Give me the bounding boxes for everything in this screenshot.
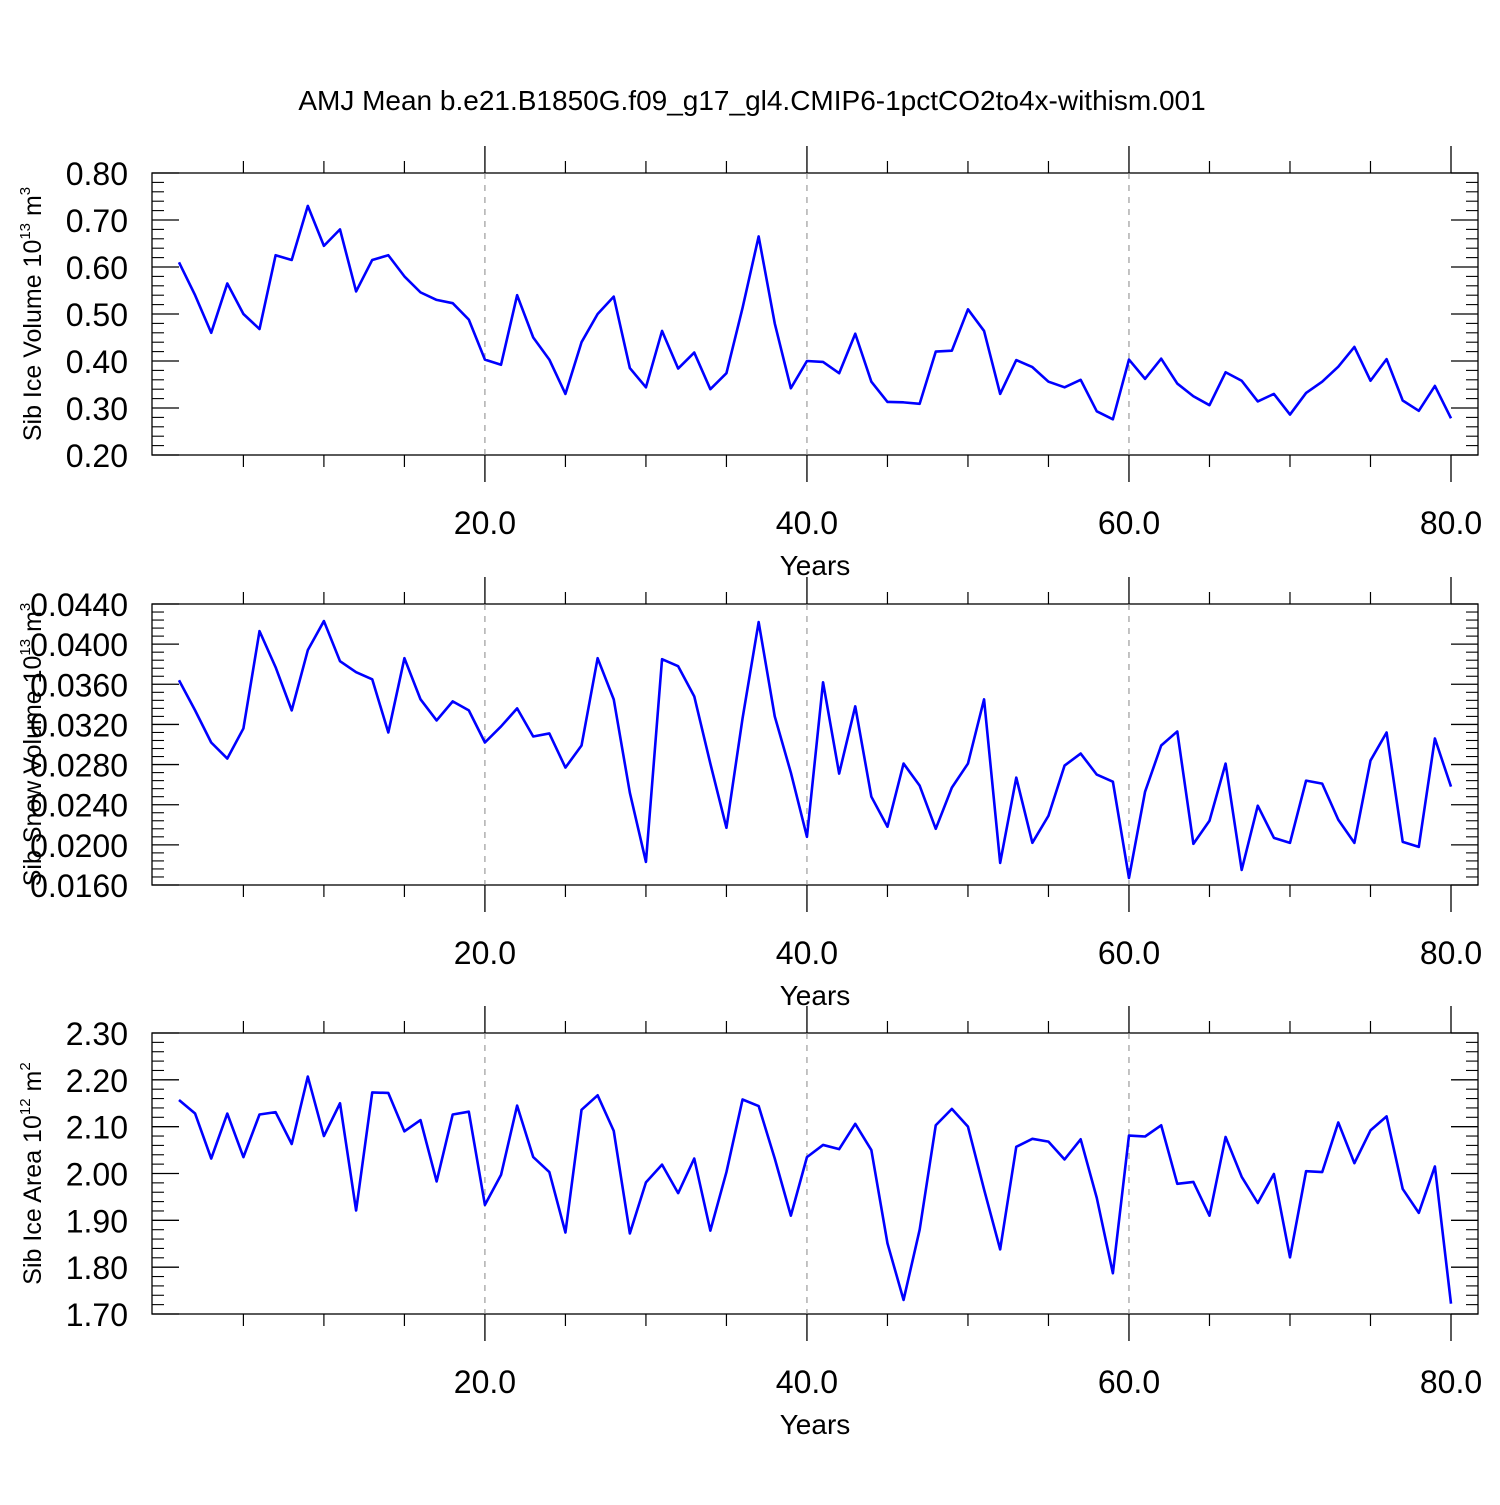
y-tick-label: 0.0240 bbox=[30, 788, 128, 824]
x-axis-label: Years bbox=[780, 1409, 851, 1440]
y-tick-label: 0.80 bbox=[66, 156, 128, 192]
y-tick-label: 0.0280 bbox=[30, 748, 128, 784]
y-axis-label-text: Sib Ice Area 10 bbox=[19, 1115, 47, 1285]
y-axis-label-unit-exp: 3 bbox=[17, 187, 34, 195]
y-tick-label: 0.70 bbox=[66, 203, 128, 239]
x-tick-label: 40.0 bbox=[776, 935, 838, 971]
panel-1: 20.0 40.0 60.0 80.0 Years 0.20 0.30 0.40 0.50 0.6… bbox=[17, 146, 1482, 581]
x-tick-label: 60.0 bbox=[1098, 505, 1160, 541]
y-axis-label: Sib Ice Volume 1013 m3 bbox=[17, 187, 47, 441]
y-tick-label: 2.30 bbox=[66, 1016, 128, 1052]
y-tick-label: 2.10 bbox=[66, 1110, 128, 1146]
y-axis-label-unit: m bbox=[19, 195, 47, 223]
y-tick-label: 1.90 bbox=[66, 1203, 128, 1239]
plot-frame bbox=[151, 172, 1479, 456]
y-tick-label: 0.0160 bbox=[30, 868, 128, 904]
y-tick-label: 1.70 bbox=[66, 1297, 128, 1333]
y-axis-label-text: Sib Ice Volume 10 bbox=[19, 240, 47, 442]
x-tick-label: 80.0 bbox=[1420, 505, 1482, 541]
plot-frame bbox=[151, 603, 1479, 886]
chart-title: AMJ Mean b.e21.B1850G.f09_g17_gl4.CMIP6-… bbox=[298, 85, 1205, 116]
y-tick-label: 0.30 bbox=[66, 391, 128, 427]
x-tick-label: 40.0 bbox=[776, 505, 838, 541]
series-line bbox=[177, 619, 1453, 880]
y-axis-label-unit-exp: 2 bbox=[17, 1062, 34, 1070]
y-tick-label: 0.60 bbox=[66, 250, 128, 286]
y-tick-label: 0.0440 bbox=[30, 587, 128, 623]
y-tick-label: 0.0320 bbox=[30, 707, 128, 743]
panel-2: 20.0 40.0 60.0 80.0 Years 0.0160 0.0200 0.0240 0… bbox=[17, 577, 1482, 1011]
x-axis-label: Years bbox=[780, 980, 851, 1011]
x-tick-label: 60.0 bbox=[1098, 935, 1160, 971]
y-axis-label-exp: 13 bbox=[17, 223, 34, 240]
y-axis-label-unit: m bbox=[19, 611, 47, 639]
y-tick-label: 0.50 bbox=[66, 297, 128, 333]
y-tick-label: 0.40 bbox=[66, 344, 128, 380]
y-tick-label: 0.0400 bbox=[30, 627, 128, 663]
panel-3: 20.0 40.0 60.0 80.0 Years 1.70 1.80 1.90 2.00 2.1… bbox=[17, 1006, 1482, 1440]
y-tick-label: 2.20 bbox=[66, 1063, 128, 1099]
y-axis-label: Sib Snow Volume 1013 m3 bbox=[17, 603, 47, 887]
x-tick-label: 60.0 bbox=[1098, 1364, 1160, 1400]
x-tick-label: 40.0 bbox=[776, 1364, 838, 1400]
y-tick-label: 0.0360 bbox=[30, 667, 128, 703]
y-tick-label: 2.00 bbox=[66, 1157, 128, 1193]
y-axis-label-unit-exp: 3 bbox=[17, 603, 34, 611]
x-tick-label: 80.0 bbox=[1420, 1364, 1482, 1400]
y-axis-label-unit: m bbox=[19, 1071, 47, 1099]
x-axis-label: Years bbox=[780, 550, 851, 581]
y-tick-label: 1.80 bbox=[66, 1250, 128, 1286]
series-line bbox=[177, 204, 1453, 421]
y-axis-label-exp: 12 bbox=[17, 1098, 34, 1115]
x-tick-label: 20.0 bbox=[454, 1364, 516, 1400]
x-tick-label: 20.0 bbox=[454, 935, 516, 971]
y-tick-label: 0.0200 bbox=[30, 828, 128, 864]
x-tick-label: 20.0 bbox=[454, 505, 516, 541]
y-axis-label: Sib Ice Area 1012 m2 bbox=[17, 1062, 47, 1284]
y-tick-label: 0.20 bbox=[66, 438, 128, 474]
y-axis-label-text: Sib Snow Volume 10 bbox=[19, 656, 47, 887]
y-axis-label-exp: 13 bbox=[17, 639, 34, 656]
series-line bbox=[178, 1075, 1453, 1304]
x-tick-label: 80.0 bbox=[1420, 935, 1482, 971]
